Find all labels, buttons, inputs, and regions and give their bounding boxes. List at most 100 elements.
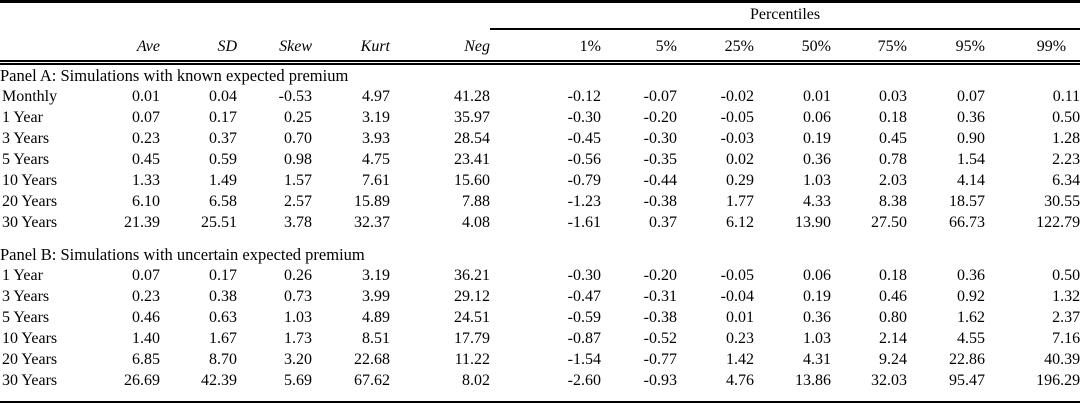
table-body: Panel A: Simulations with known expected… [0,63,1080,392]
table-header: Percentiles Ave SD Skew Kurt Neg 1% 5% 25% 50% 75… [0,2,1080,65]
data-cell: -1.54 [567,351,601,368]
data-cell: -0.44 [643,172,677,189]
data-cell: 26.69 [124,372,160,389]
data-cell: -0.52 [643,330,677,347]
data-cell: -0.35 [643,151,677,168]
data-cell: 0.07 [132,267,160,284]
data-cell: 3.19 [362,267,390,284]
data-cell: 0.07 [132,109,160,126]
data-cell: 8.51 [362,330,390,347]
data-cell: 0.11 [1052,88,1080,105]
data-cell: -0.05 [720,267,754,284]
data-cell: 41.28 [454,88,490,105]
data-cell: 0.46 [132,309,160,326]
data-cell: -1.61 [567,214,601,231]
data-cell: 2.03 [879,172,907,189]
data-cell: 0.17 [209,267,237,284]
row-label: 5 Years [2,309,50,326]
data-cell: 0.04 [209,88,237,105]
column-header-kurt: Kurt [312,30,390,65]
column-header-skew: Skew [237,30,312,65]
data-cell: 1.54 [957,151,985,168]
data-cell: 4.33 [803,193,831,210]
bottom-rule [0,401,1080,403]
data-cell: 8.70 [209,351,237,368]
panel-b-row: Panel B: Simulations with uncertain expe… [0,233,1080,265]
data-cell: 0.36 [803,151,831,168]
row-label: 1 Year [2,267,43,284]
data-cell: 0.01 [132,88,160,105]
data-cell: 23.41 [454,151,490,168]
data-cell: 4.75 [362,151,390,168]
row-label: 20 Years [2,193,58,210]
data-cell: 2.57 [284,193,312,210]
data-cell: 36.21 [454,267,490,284]
data-cell: 67.62 [354,372,390,389]
data-cell: 21.39 [124,214,160,231]
data-cell: 0.19 [803,288,831,305]
data-cell: -0.30 [567,109,601,126]
data-cell: 0.63 [209,309,237,326]
data-cell: 5.69 [284,372,312,389]
data-cell: 0.73 [284,288,312,305]
group-row-spacer [0,2,490,31]
data-cell: 0.45 [132,151,160,168]
data-cell: -0.59 [567,309,601,326]
data-cell: 2.14 [879,330,907,347]
column-header-p5: 5% [601,30,677,65]
data-cell: 0.36 [957,267,985,284]
row-label: Monthly [2,88,58,105]
column-header-ave: Ave [100,30,160,65]
table-row: 3 Years 0.23 0.38 0.73 3.99 29.12 -0.47 -0.31 -0… [0,286,1080,307]
data-cell: 0.01 [803,88,831,105]
data-cell: 0.90 [957,130,985,147]
data-cell: 17.79 [454,330,490,347]
data-cell: -0.03 [720,130,754,147]
table-row: 30 Years 26.69 42.39 5.69 67.62 8.02 -2.60 -0.9… [0,370,1080,391]
data-cell: -0.47 [567,288,601,305]
data-cell: 0.78 [879,151,907,168]
data-cell: -0.53 [278,88,312,105]
table-row: 20 Years 6.10 6.58 2.57 15.89 7.88 -1.23 -0.38 1… [0,191,1080,212]
data-cell: 0.37 [649,214,677,231]
data-cell: 7.16 [1052,330,1080,347]
data-cell: -0.05 [720,109,754,126]
table-row: 20 Years 6.85 8.70 3.20 22.68 11.22 -1.54 -0.77… [0,349,1080,370]
data-cell: 2.23 [1052,151,1080,168]
data-cell: 0.01 [726,309,754,326]
data-cell: 25.51 [201,214,237,231]
data-cell: 24.51 [454,309,490,326]
row-label: 1 Year [2,109,43,126]
data-cell: -0.79 [567,172,601,189]
corner-header-cell [0,30,100,65]
data-cell: 1.49 [209,172,237,189]
data-cell: 6.34 [1052,172,1080,189]
data-cell: 35.97 [454,109,490,126]
data-cell: -0.20 [643,267,677,284]
data-cell: -2.60 [567,372,601,389]
data-cell: 3.19 [362,109,390,126]
data-cell: 8.02 [462,372,490,389]
row-label: 10 Years [2,330,58,347]
data-cell: 0.29 [726,172,754,189]
data-cell: 22.68 [354,351,390,368]
percentiles-group-cell: Percentiles [490,2,1080,30]
data-cell: 8.38 [879,193,907,210]
data-cell: 0.06 [803,267,831,284]
data-cell: -0.20 [643,109,677,126]
percentiles-group-label: Percentiles [490,3,1080,30]
data-cell: 11.22 [454,351,490,368]
row-label: 5 Years [2,151,50,168]
data-cell: 29.12 [454,288,490,305]
data-cell: 1.03 [803,172,831,189]
data-cell: 1.57 [284,172,312,189]
data-cell: -0.38 [643,309,677,326]
data-cell: 0.25 [284,109,312,126]
data-cell: 3.99 [362,288,390,305]
data-cell: 4.76 [726,372,754,389]
data-cell: 3.20 [284,351,312,368]
column-header-p99: 99% [985,30,1080,65]
data-cell: 0.59 [209,151,237,168]
data-cell: 4.97 [362,88,390,105]
data-cell: 2.37 [1052,309,1080,326]
